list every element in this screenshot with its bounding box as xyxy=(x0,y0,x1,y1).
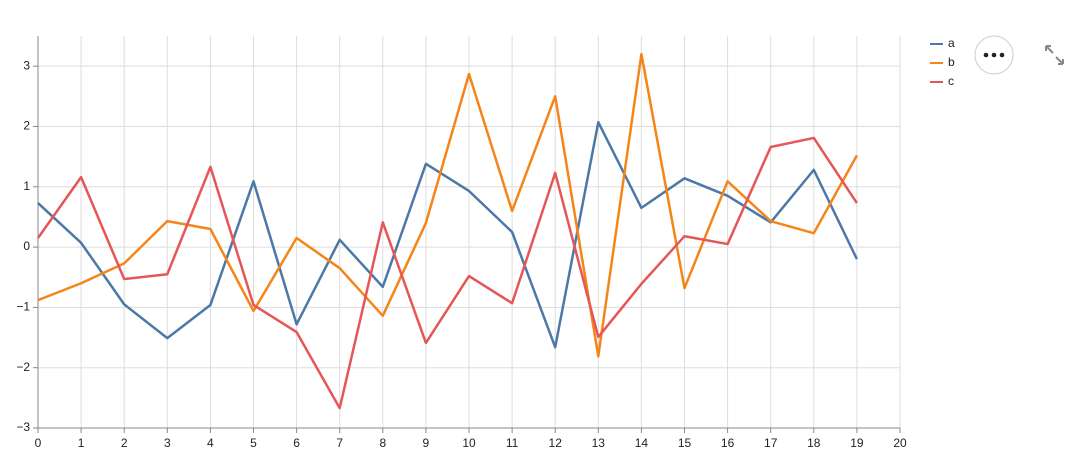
x-tick-label: 6 xyxy=(293,436,300,450)
y-tick-label: 3 xyxy=(23,58,30,72)
y-tick-label: −3 xyxy=(16,420,30,434)
expand-arrow[interactable] xyxy=(1055,56,1064,65)
series-line xyxy=(37,52,858,358)
dot[interactable] xyxy=(983,52,989,58)
dot[interactable] xyxy=(991,52,997,58)
legend-label: b xyxy=(948,55,955,69)
y-tick-label: 2 xyxy=(23,119,30,133)
x-tick-label: 20 xyxy=(893,436,907,450)
x-tick-label: 8 xyxy=(379,436,386,450)
legend-label: a xyxy=(948,36,955,50)
x-tick-label: 12 xyxy=(549,436,563,450)
y-tick-label: −2 xyxy=(16,360,30,374)
expand-arrow[interactable] xyxy=(1045,45,1054,54)
fullscreen-button[interactable] xyxy=(1045,45,1064,65)
x-tick-label: 5 xyxy=(250,436,257,450)
x-tick-label: 3 xyxy=(164,436,171,450)
x-tick-label: 9 xyxy=(423,436,430,450)
x-tick-label: 2 xyxy=(121,436,128,450)
legend-label: c xyxy=(948,74,954,88)
x-tick-label: 15 xyxy=(678,436,692,450)
dot[interactable] xyxy=(999,52,1005,58)
x-tick-label: 10 xyxy=(462,436,476,450)
series-line xyxy=(37,120,859,349)
x-tick-label: 16 xyxy=(721,436,735,450)
x-tick-label: 0 xyxy=(35,436,42,450)
more-button[interactable] xyxy=(974,35,1014,75)
y-tick-label: −1 xyxy=(16,300,30,314)
x-tick-label: 18 xyxy=(807,436,821,450)
y-tick-label: 1 xyxy=(23,179,30,193)
x-tick-label: 14 xyxy=(635,436,649,450)
x-tick-label: 4 xyxy=(207,436,214,450)
x-tick-label: 19 xyxy=(850,436,864,450)
x-tick-label: 7 xyxy=(336,436,343,450)
series-line xyxy=(36,136,858,410)
x-tick-label: 13 xyxy=(592,436,606,450)
x-tick-label: 11 xyxy=(506,436,519,450)
y-tick-label: 0 xyxy=(23,239,30,253)
x-tick-label: 17 xyxy=(764,436,778,450)
x-tick-label: 1 xyxy=(78,436,85,450)
